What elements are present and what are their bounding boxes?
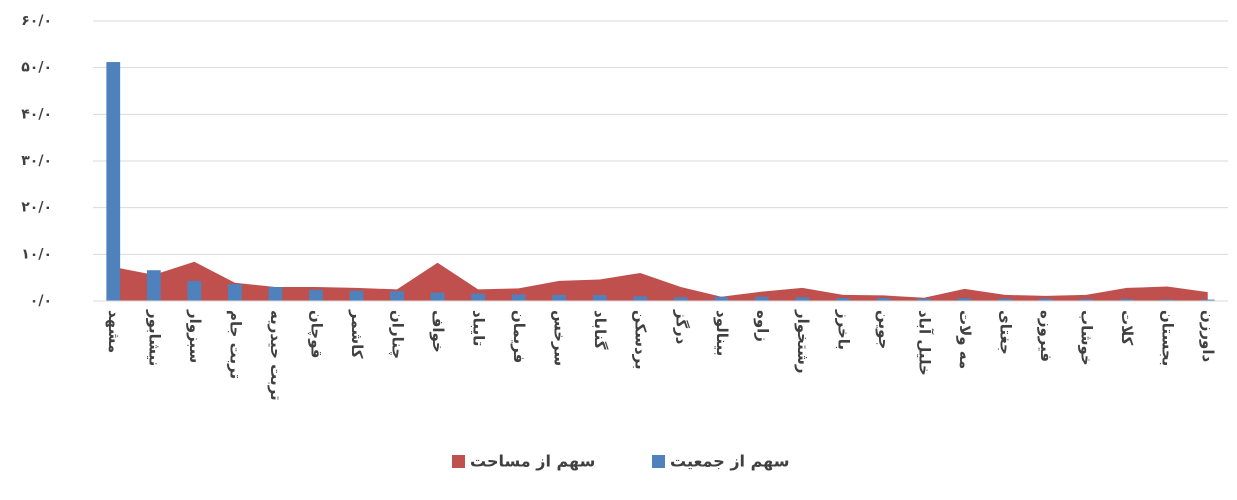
- x-tick-label: بینالود: [713, 310, 731, 356]
- bar: [998, 298, 1012, 301]
- x-tick-label: نیشابور: [145, 309, 163, 366]
- x-tick-label: تایباد: [470, 310, 488, 346]
- x-tick-label: باخرز: [834, 309, 852, 350]
- bar: [146, 270, 161, 301]
- bar: [471, 293, 485, 301]
- x-tick-label: خواف: [429, 310, 447, 353]
- bar: [957, 298, 972, 301]
- bar: [633, 296, 648, 301]
- bar: [714, 296, 729, 301]
- bar: [268, 287, 283, 301]
- x-tick-label: بجستان: [1159, 310, 1177, 366]
- bar: [349, 290, 364, 301]
- bar: [1038, 298, 1053, 301]
- x-tick-label: بردسکن: [632, 310, 650, 370]
- x-tick-label: سبزوار: [186, 309, 204, 363]
- x-tick-label: مشهد: [105, 310, 123, 353]
- x-tick-label: زاوه: [753, 310, 771, 342]
- bar: [187, 280, 202, 301]
- bar: [836, 298, 850, 301]
- legend-label: سهم از مساحت: [470, 452, 595, 471]
- x-tick-label: کلات: [1118, 310, 1136, 345]
- x-tick-label: گناباد: [591, 310, 609, 350]
- x-tick-label: چناران: [388, 310, 407, 359]
- x-tick-label: درگز: [672, 309, 690, 345]
- bar: [1160, 299, 1175, 301]
- y-tick-label: ۳۰/۰: [21, 153, 52, 169]
- bar: [592, 294, 607, 301]
- x-tick-label: فیروزه: [1037, 310, 1055, 362]
- bar: [1079, 299, 1094, 301]
- x-tick-label: جغتای: [997, 310, 1015, 355]
- bar: [430, 292, 445, 301]
- x-tick-label: جوین: [875, 310, 893, 349]
- x-tick-label: خلیل آباد: [915, 310, 933, 376]
- bar: [390, 291, 404, 301]
- x-tick-label: تربت حیدریه: [267, 310, 285, 401]
- y-tick-label: ۲۰/۰: [21, 200, 52, 216]
- y-tick-label: ۰/۰: [30, 293, 52, 309]
- bar: [795, 297, 810, 301]
- x-tick-label: داورزن: [1199, 310, 1217, 363]
- bar: [673, 297, 688, 301]
- legend-label: سهم از جمعیت: [670, 452, 789, 471]
- y-tick-label: ۶۰/۰: [21, 13, 52, 29]
- legend-swatch: [452, 455, 465, 468]
- bar: [917, 298, 931, 301]
- x-tick-label: فریمان: [510, 310, 528, 363]
- bar: [1119, 299, 1134, 301]
- x-tick-label: مه ولات: [956, 310, 974, 369]
- x-tick-label: خوشاب: [1078, 310, 1096, 366]
- area: [113, 261, 1208, 301]
- x-tick-label: سرخس: [551, 310, 569, 366]
- bar: [106, 62, 121, 301]
- bar: [309, 289, 323, 301]
- x-tick-label: کاشمر: [348, 309, 366, 359]
- bar: [511, 294, 526, 301]
- bar: [754, 296, 769, 301]
- bar: [552, 294, 567, 301]
- x-tick-label: تربت جام: [226, 310, 244, 379]
- bar: [876, 298, 891, 301]
- y-tick-label: ۵۰/۰: [21, 60, 52, 76]
- y-tick-label: ۴۰/۰: [21, 106, 52, 122]
- x-tick-label: رشتخوار: [794, 309, 812, 374]
- y-tick-label: ۱۰/۰: [21, 246, 52, 262]
- bar: [227, 284, 242, 301]
- bar: [1200, 299, 1215, 301]
- legend-swatch: [652, 455, 665, 468]
- x-tick-label: قوچان: [306, 310, 325, 358]
